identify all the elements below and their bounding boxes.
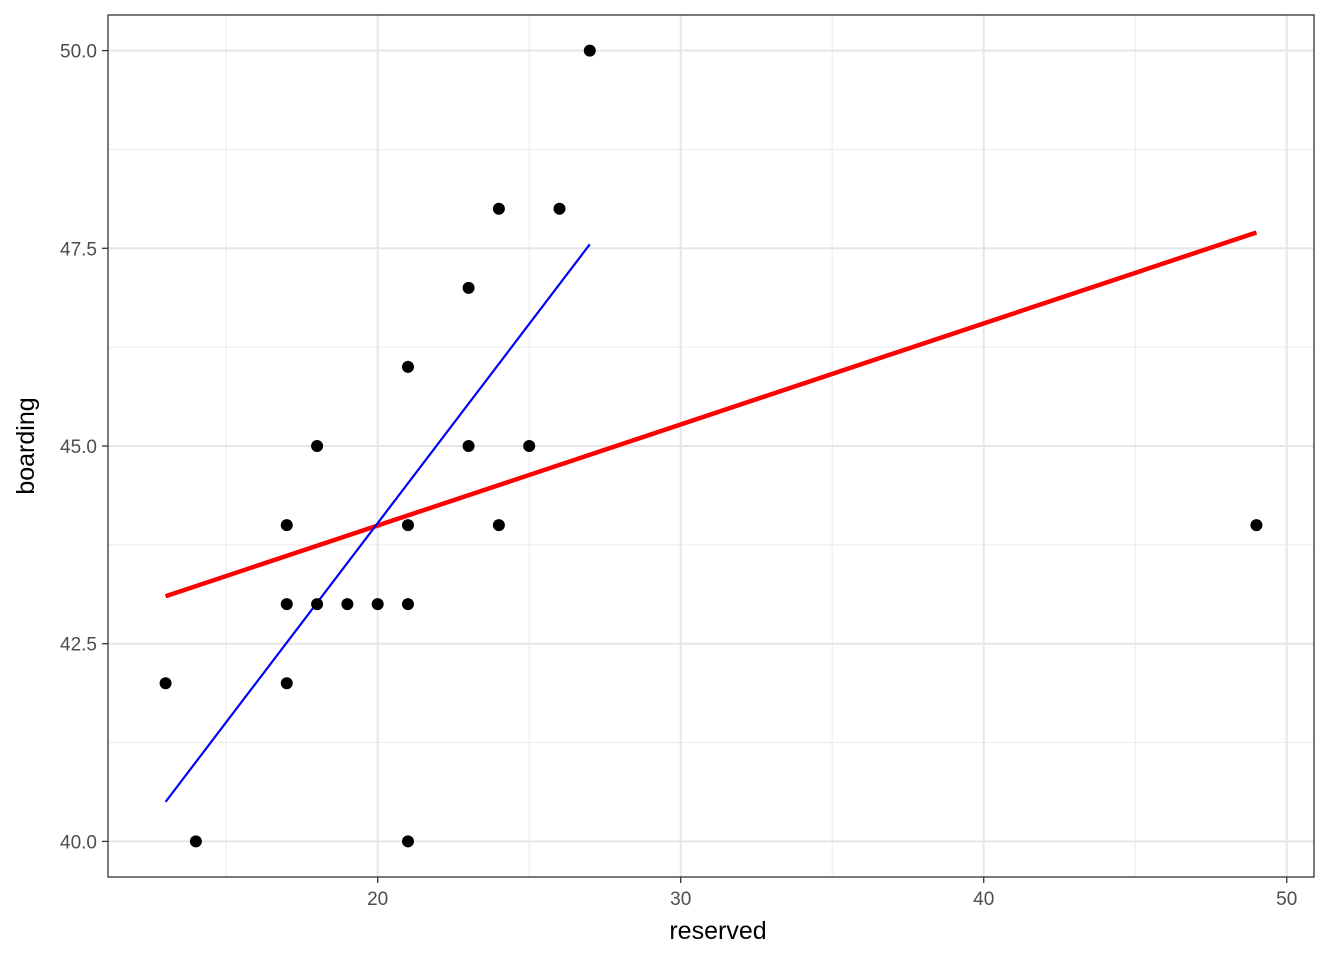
data-point xyxy=(341,598,354,611)
x-tick-label: 50 xyxy=(1276,889,1297,910)
data-point xyxy=(401,360,414,373)
y-tick-label: 40.0 xyxy=(60,832,97,853)
data-point xyxy=(371,598,384,611)
y-tick-label: 42.5 xyxy=(60,635,97,656)
data-point xyxy=(280,519,293,532)
x-tick-label: 30 xyxy=(670,889,691,910)
y-tick-label: 45.0 xyxy=(60,437,97,458)
data-point xyxy=(462,281,475,294)
x-axis-title: reserved xyxy=(669,917,766,945)
data-point xyxy=(159,677,172,690)
major-gridlines xyxy=(108,15,1314,877)
data-points xyxy=(159,44,1263,848)
data-point xyxy=(280,598,293,611)
data-point xyxy=(280,677,293,690)
data-point xyxy=(401,519,414,532)
data-point xyxy=(189,835,202,848)
data-point xyxy=(401,835,414,848)
data-point xyxy=(492,202,505,215)
data-point xyxy=(311,440,324,452)
y-tick-label: 50.0 xyxy=(60,42,97,63)
x-axis: 20 30 40 50 xyxy=(367,877,1297,910)
blue-fit-line xyxy=(164,243,591,803)
x-tick-label: 20 xyxy=(367,889,388,910)
red-fit-line xyxy=(164,230,1258,599)
data-point xyxy=(553,202,566,215)
y-tick-label: 47.5 xyxy=(60,239,97,260)
data-point xyxy=(492,519,505,532)
data-point xyxy=(1250,519,1263,532)
y-axis: 40.0 42.5 45.0 47.5 50.0 xyxy=(60,42,108,853)
data-point xyxy=(401,598,414,611)
data-point xyxy=(523,440,536,452)
fit-lines xyxy=(164,230,1258,803)
data-point xyxy=(462,440,475,452)
y-axis-title: boarding xyxy=(12,397,40,494)
x-tick-label: 40 xyxy=(973,889,994,910)
data-point xyxy=(583,44,596,57)
data-point xyxy=(311,598,324,611)
